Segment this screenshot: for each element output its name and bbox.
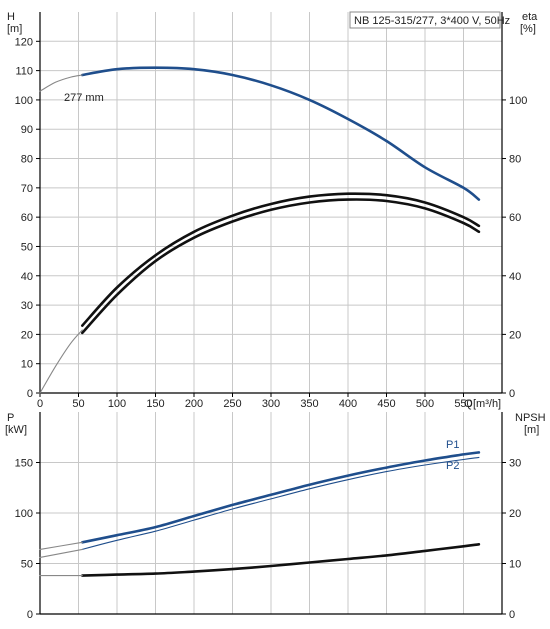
bottom-series xyxy=(39,451,481,577)
y-right-tick-label: 30 xyxy=(509,458,521,470)
x-tick-label: 0 xyxy=(37,398,43,410)
x-axis-unit: [m³/h] xyxy=(473,398,501,410)
series-line-bot-3 xyxy=(39,548,83,558)
series-line-bot-4 xyxy=(81,543,481,577)
series-line-bot-2 xyxy=(39,541,83,550)
curve-label-277mm: 277 mm xyxy=(64,92,104,104)
y-left-tick-label: 30 xyxy=(21,300,33,312)
y-left-tick-label: 50 xyxy=(21,559,33,571)
series-line-top-0 xyxy=(81,66,481,201)
y-right-tick-label: 10 xyxy=(509,559,521,571)
top-grid xyxy=(40,12,502,393)
y-left-title-h: H xyxy=(7,11,15,23)
y-left-title-p: P xyxy=(7,412,14,424)
y-left-tick-label: 90 xyxy=(21,124,33,136)
y-left-tick-label: 100 xyxy=(15,508,33,520)
y-left-unit-h: [m] xyxy=(7,23,22,35)
y-left-tick-label: 100 xyxy=(15,95,33,107)
x-tick-label: 100 xyxy=(108,398,126,410)
x-tick-label: 300 xyxy=(262,398,280,410)
bottom-grid xyxy=(40,412,502,614)
y-left-tick-label: 50 xyxy=(21,241,33,253)
curve-label-p1: P1 xyxy=(446,439,459,451)
y-right-tick-label: 20 xyxy=(509,508,521,520)
series-line-top-4 xyxy=(39,329,83,394)
y-right-tick-label: 20 xyxy=(509,329,521,341)
x-tick-label: 400 xyxy=(339,398,357,410)
info-box xyxy=(349,11,501,29)
series-line-bot-1 xyxy=(81,456,480,550)
y-right-tick-label: 100 xyxy=(509,95,527,107)
y-left-tick-label: 0 xyxy=(27,609,33,621)
top-y-ticks-left: 0 10 20 30 40 50 60 70 80 90 100 110 120 xyxy=(15,36,40,400)
y-left-tick-label: 20 xyxy=(21,329,33,341)
info-box-text: NB 125-315/277, 3*400 V, 50Hz xyxy=(354,15,510,27)
bottom-y-ticks-right: 0 10 20 30 xyxy=(502,458,521,621)
top-series xyxy=(39,66,481,394)
y-left-tick-label: 70 xyxy=(21,183,33,195)
y-left-tick-label: 0 xyxy=(27,388,33,400)
series-line-top-2 xyxy=(81,192,481,327)
x-tick-label: 150 xyxy=(146,398,164,410)
top-y-ticks-right: 0 20 40 60 80 100 xyxy=(502,95,527,400)
y-right-title-npsh: NPSH xyxy=(515,412,546,424)
x-tick-label: 50 xyxy=(72,398,84,410)
y-left-tick-label: 110 xyxy=(15,66,33,78)
series-line-top-1 xyxy=(39,74,83,92)
y-right-tick-label: 80 xyxy=(509,154,521,166)
y-left-unit-kw: [kW] xyxy=(5,424,27,436)
y-left-tick-label: 150 xyxy=(15,458,33,470)
y-right-tick-label: 0 xyxy=(509,609,515,621)
y-left-tick-label: 10 xyxy=(21,359,33,371)
top-panel: 0 50 100 150 200 250 300 350 400 450 500 550 010203… xyxy=(7,11,538,410)
curve-label-p2: P2 xyxy=(446,460,459,472)
x-tick-label: 200 xyxy=(185,398,203,410)
x-tick-label: 250 xyxy=(223,398,241,410)
top-x-ticks: 0 50 100 150 200 250 300 350 400 450 500 550 xyxy=(37,393,473,410)
bottom-panel: 0 50 100 150 0 10 20 30 P [kW] NPSH [m] P1 P2 xyxy=(5,412,546,621)
y-right-tick-label: 60 xyxy=(509,212,521,224)
y-right-tick-label: 0 xyxy=(509,388,515,400)
y-left-tick-label: 80 xyxy=(21,154,33,166)
y-left-tick-label: 60 xyxy=(21,212,33,224)
series-line-top-3 xyxy=(81,198,481,335)
series-line-bot-0 xyxy=(81,451,481,544)
y-right-unit-m: [m] xyxy=(524,424,539,436)
y-right-tick-label: 40 xyxy=(509,271,521,283)
y-right-unit-eta: [%] xyxy=(520,23,536,35)
x-tick-label: 350 xyxy=(300,398,318,410)
y-left-tick-label: 40 xyxy=(21,271,33,283)
y-left-tick-label: 120 xyxy=(15,36,33,48)
y-right-title-eta: eta xyxy=(522,11,538,23)
bottom-y-ticks-left: 0 50 100 150 xyxy=(15,458,40,621)
x-tick-label: 500 xyxy=(416,398,434,410)
x-tick-label: 550 xyxy=(454,398,472,410)
x-axis-title-q: Q xyxy=(464,398,473,410)
x-tick-label: 450 xyxy=(377,398,395,410)
